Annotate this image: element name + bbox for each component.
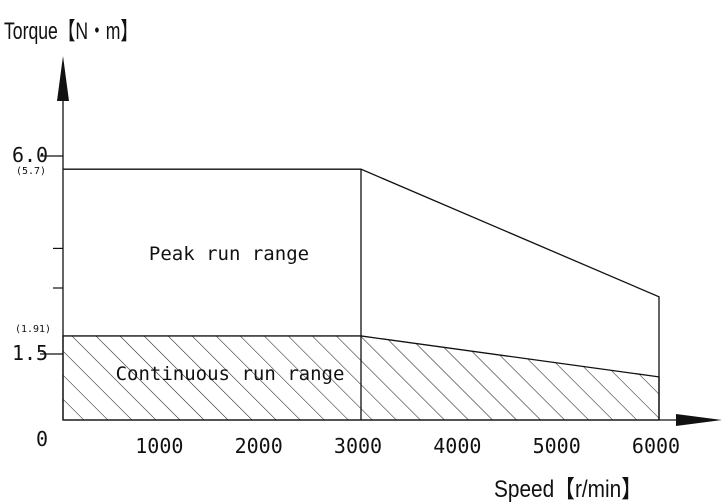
x-axis-arrow [676, 414, 722, 426]
peak-run-range-label: Peak run range [149, 243, 309, 265]
x-tick-label-4000: 4000 [433, 434, 481, 458]
y-sublabel-1: (1.91) [15, 324, 51, 335]
x-tick-label-6000: 6000 [632, 434, 680, 458]
y-axis-title: Torque【N・m】 [4, 18, 138, 45]
x-tick-label-3000: 3000 [334, 434, 382, 458]
peak-run-outline [63, 168, 660, 420]
continuous-run-range-label: Continuous run range [116, 363, 345, 385]
x-tick-label-1000: 1000 [135, 434, 183, 458]
y-axis-arrow [57, 56, 69, 101]
x-axis-title: Speed【r/min】 [494, 476, 642, 503]
x-tick-label-2000: 2000 [235, 434, 283, 458]
x-tick-label-5000: 5000 [533, 434, 581, 458]
y-sublabel-0: (5.7) [16, 166, 46, 177]
y-tick-label-0: 6.0 [12, 143, 48, 167]
y-tick-label-1: 1.5 [12, 341, 48, 365]
origin-label: 0 [36, 427, 48, 451]
